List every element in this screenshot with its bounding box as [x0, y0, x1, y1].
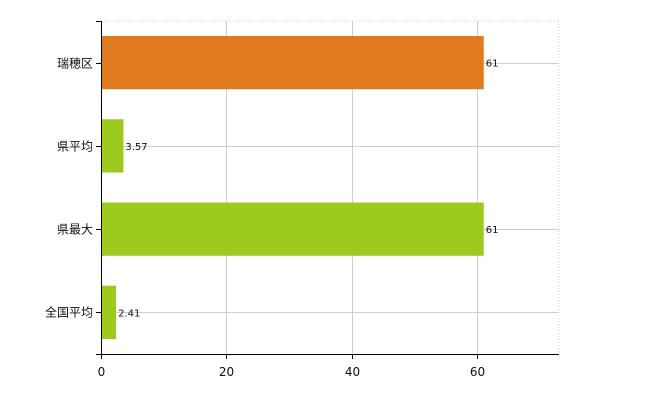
category-label: 瑞穂区	[57, 57, 93, 71]
category-label: 県最大	[57, 223, 93, 237]
data-label: 61	[486, 225, 499, 236]
bar-2	[101, 202, 484, 256]
data-label: 61	[486, 59, 499, 70]
x-tick-label: 20	[219, 365, 234, 379]
bar-0	[101, 35, 484, 90]
axes	[96, 21, 559, 359]
data-label: 2.41	[118, 308, 140, 319]
category-label: 県平均	[57, 140, 93, 154]
bar-1	[101, 119, 124, 173]
bar-3	[101, 285, 117, 340]
bars	[101, 35, 484, 340]
x-tick-label: 0	[98, 365, 106, 379]
x-tick-label: 40	[345, 365, 360, 379]
x-tick-label: 60	[470, 365, 485, 379]
data-label: 3.57	[125, 142, 147, 153]
category-label: 全国平均	[45, 305, 93, 320]
